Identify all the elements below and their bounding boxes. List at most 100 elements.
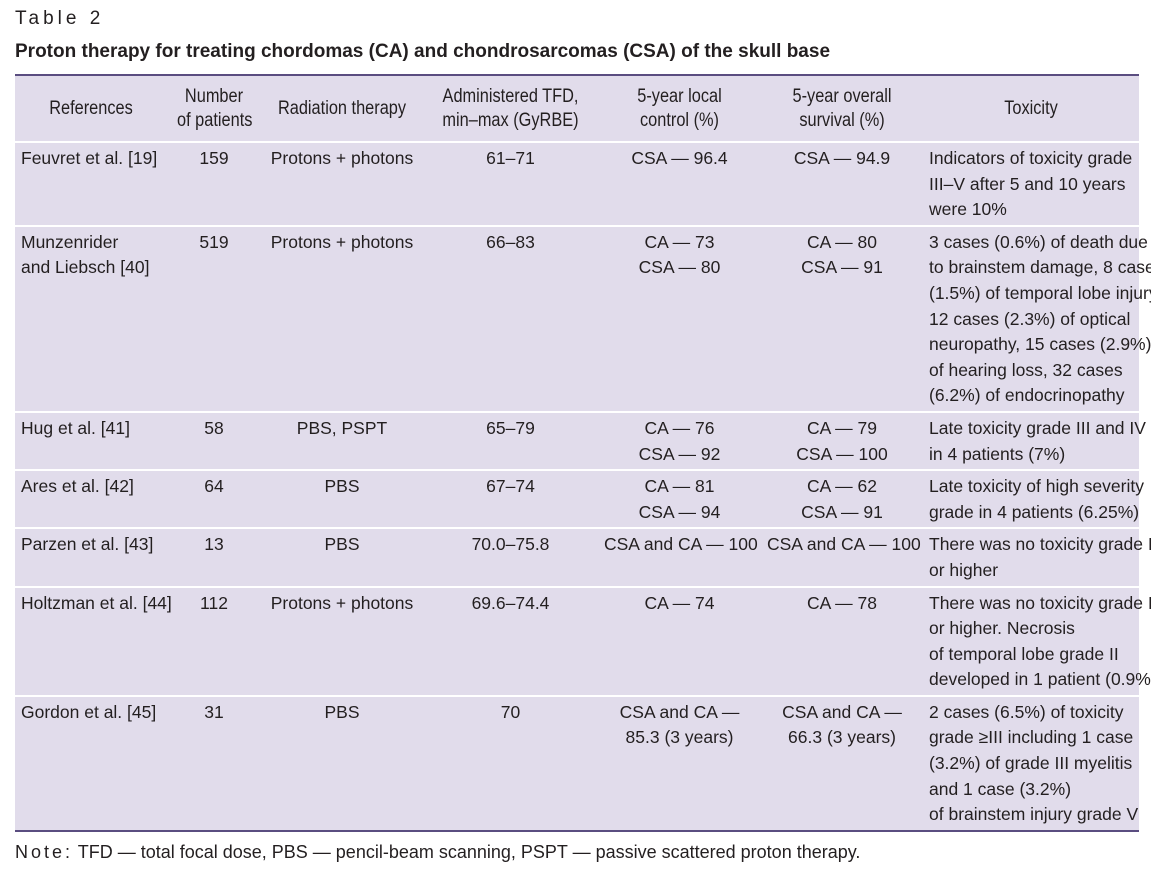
cell-line: 61–71 xyxy=(486,148,535,168)
survival-cell: CA — 78 xyxy=(761,585,923,696)
cell-line: 58 xyxy=(204,417,224,438)
table-title: Proton therapy for treating chordomas (C… xyxy=(15,41,831,62)
reference-cell: Munzenrider and Liebsch [40] xyxy=(15,224,167,412)
therapy-cell: PBS xyxy=(261,694,423,830)
patients-cell: 58 xyxy=(167,410,261,471)
cell-line: of temporal lobe grade II xyxy=(929,643,1119,664)
cell-line: were 10% xyxy=(929,199,1007,220)
reference-cell: Holtzman et al. [44] xyxy=(15,585,172,696)
cell-line: 3 cases (0.6%) of death due xyxy=(929,231,1148,252)
cell-line: of brainstem injury grade V xyxy=(929,804,1139,825)
cell-line: CA — 74 xyxy=(644,592,715,613)
cell-line: Protons + photons xyxy=(270,592,414,613)
cell-line: CSA and CA — 100 xyxy=(767,534,921,555)
reference-cell: Feuvret et al. [19] xyxy=(15,141,167,226)
cell-line: 67–74 xyxy=(486,476,535,497)
local-control-cell: CSA and CA — 85.3 (3 years) xyxy=(598,694,761,830)
toxicity-cell: There was no toxicity grade III or higher xyxy=(923,527,1151,587)
tfd-cell: 69.6–74.4 xyxy=(423,585,598,696)
cell-line: and Liebsch [40] xyxy=(21,257,150,278)
cell-line: 70.0–75.8 xyxy=(471,534,550,555)
tfd-header: Administered TFD, min–max (GyRBE) xyxy=(435,76,586,142)
cell-line: Protons + photons xyxy=(270,148,414,168)
cell-line: Indicators of toxicity grade xyxy=(929,148,1133,168)
cell-line: CSA and CA — xyxy=(782,701,902,722)
cell-line: Parzen et al. [43] xyxy=(21,534,154,555)
cell-line: CA — 76 xyxy=(644,417,715,438)
table-row: Holtzman et al. [44] 112 Protons + photons… xyxy=(15,585,1151,696)
therapy-cell: Protons + photons xyxy=(261,141,423,226)
patients-cell: 64 xyxy=(167,469,261,529)
tfd-cell: 61–71 xyxy=(423,141,598,226)
header-line: References xyxy=(49,98,133,119)
header-line: 5-year overall xyxy=(792,86,892,107)
cell-line: PBS xyxy=(324,476,360,497)
cell-line: 519 xyxy=(199,231,229,252)
cell-line: Munzenrider xyxy=(21,231,119,252)
cell-line: grade in 4 patients (6.25%) xyxy=(929,501,1140,522)
cell-line: Late toxicity of high severity xyxy=(929,476,1144,497)
tfd-cell: 70.0–75.8 xyxy=(423,527,598,587)
header-line: Number xyxy=(184,86,244,107)
table-note: Note: TFD — total focal dose, PBS — penc… xyxy=(15,842,860,863)
survival-header: 5-year overall survival (%) xyxy=(772,76,911,142)
cell-line: CSA and CA — 100 xyxy=(604,534,758,555)
local-control-cell: CA — 81 CSA — 94 xyxy=(598,469,761,529)
toxicity-cell: 2 cases (6.5%) of toxicity grade ≥III inc… xyxy=(923,694,1139,830)
toxicity-header: Toxicity xyxy=(938,76,1124,142)
cell-line: CSA and CA — xyxy=(619,701,740,722)
cell-line: Late toxicity grade III and IV xyxy=(929,417,1146,438)
cell-line: 66–83 xyxy=(486,231,535,252)
local-control-cell: CA — 73 CSA — 80 xyxy=(598,224,761,412)
cell-line: CA — 73 xyxy=(644,231,715,252)
cell-line: III–V after 5 and 10 years xyxy=(929,173,1126,194)
cell-line: 65–79 xyxy=(486,417,535,438)
header-line: control (%) xyxy=(639,110,719,131)
cell-line: 64 xyxy=(204,476,224,497)
cell-line: of hearing loss, 32 cases xyxy=(929,359,1123,380)
toxicity-cell: Late toxicity of high severity grade in 4… xyxy=(923,469,1144,529)
reference-cell: Ares et al. [42] xyxy=(15,469,167,529)
header-line: min–max (GyRBE) xyxy=(442,110,579,131)
cell-line: 70 xyxy=(500,701,521,722)
header-line: Radiation therapy xyxy=(277,98,407,119)
cell-line: 159 xyxy=(199,148,229,168)
toxicity-cell: Indicators of toxicity grade III–V after … xyxy=(923,141,1139,226)
patients-cell: 112 xyxy=(167,585,261,696)
reference-cell: Parzen et al. [43] xyxy=(15,527,167,587)
table-header-row: References Number of patients Radiation the… xyxy=(15,76,1139,142)
table-row: Feuvret et al. [19] 159 Protons + photons 6… xyxy=(15,141,1139,226)
tfd-cell: 67–74 xyxy=(423,469,598,529)
cell-line: CA — 79 xyxy=(806,417,878,438)
cell-line: CSA — 100 xyxy=(796,443,888,464)
note-text: TFD — total focal dose, PBS — pencil-bea… xyxy=(73,842,861,862)
cell-line: CSA — 94.9 xyxy=(793,148,891,168)
survival-cell: CSA — 94.9 xyxy=(761,141,923,226)
table-row: Munzenrider and Liebsch [40] 519 Protons + … xyxy=(15,224,1151,412)
cell-line: 66.3 (3 years) xyxy=(788,727,896,748)
cell-line: to brainstem damage, 8 cases xyxy=(929,257,1151,278)
local-control-cell: CSA and CA — 100 xyxy=(598,527,761,587)
cell-line: CSA — 92 xyxy=(638,443,721,464)
cell-line: PBS xyxy=(324,534,360,555)
cell-line: (1.5%) of temporal lobe injury, xyxy=(929,282,1151,303)
cell-line: or higher. Necrosis xyxy=(929,618,1075,639)
therapy-cell: PBS xyxy=(261,469,423,529)
cell-line: CSA — 91 xyxy=(801,501,883,522)
cell-line: 31 xyxy=(204,701,224,722)
references-header: References xyxy=(26,76,157,142)
local-control-cell: CSA — 96.4 xyxy=(598,141,761,226)
toxicity-cell: 3 cases (0.6%) of death due to brainstem … xyxy=(923,224,1151,412)
cell-line: 69.6–74.4 xyxy=(471,592,550,613)
therapy-cell: Protons + photons xyxy=(261,585,423,696)
patients-header: Number of patients xyxy=(174,76,255,142)
therapy-cell: PBS, PSPT xyxy=(261,410,423,471)
cell-line: neuropathy, 15 cases (2.9%) xyxy=(929,334,1151,355)
cell-line: Feuvret et al. [19] xyxy=(21,148,158,168)
cell-line: CSA — 80 xyxy=(638,257,721,278)
reference-cell: Hug et al. [41] xyxy=(15,410,167,471)
cell-line: Holtzman et al. [44] xyxy=(21,592,172,613)
cell-line: CSA — 96.4 xyxy=(631,148,728,168)
cell-line: CSA — 94 xyxy=(638,501,721,522)
cell-line: CA — 81 xyxy=(644,476,715,497)
